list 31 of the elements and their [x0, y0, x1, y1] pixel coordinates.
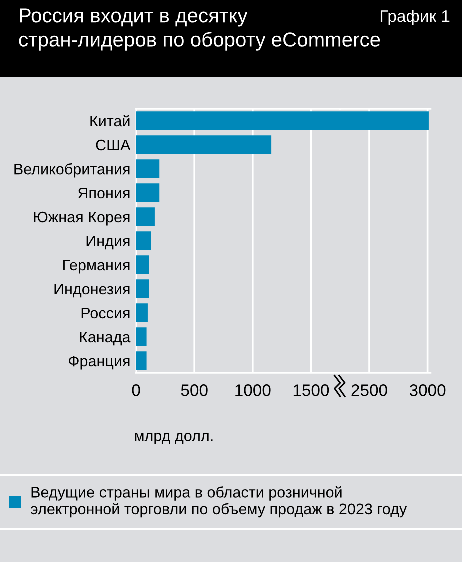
bar — [136, 160, 160, 178]
bar — [136, 352, 147, 370]
y-tick-label: США — [96, 140, 131, 151]
bar — [136, 256, 150, 274]
y-tick-label: Индия — [86, 236, 130, 250]
x-tick-label: 0 — [132, 384, 140, 396]
x-tick-label: 1000 — [236, 384, 271, 396]
text: График 1 — [380, 10, 450, 26]
y-tick-label: Индонезия — [54, 284, 130, 298]
y-tick-label: Франция — [69, 356, 130, 370]
y-tick-label: Германия — [64, 260, 130, 274]
chart-title: Россия входит в десятку стран-лидеров по обороту eCommerce — [19, 8, 380, 51]
y-tick-label: Россия — [82, 308, 130, 319]
x-tick-label: 500 — [181, 384, 208, 396]
y-tick-label: Китай — [90, 115, 130, 127]
bar — [136, 280, 150, 298]
x-tick-label: 3000 — [410, 384, 446, 396]
y-tick-label: Великобритания — [14, 163, 130, 178]
x-axis-title: млрд долл. — [135, 433, 213, 444]
bar — [136, 304, 148, 322]
bar — [136, 136, 272, 154]
bar — [136, 208, 155, 226]
y-tick-label: Южная Корея — [34, 212, 130, 226]
x-tick-label: 1500 — [294, 384, 330, 396]
y-tick-label: Канада — [80, 332, 131, 346]
legend-label: Ведущие страны мира в области розничной электронной торговли по объему продаж в 2023 году — [30, 486, 408, 518]
bar — [136, 184, 160, 202]
x-tick-label: 2500 — [352, 384, 388, 396]
y-tick-label: Япония — [78, 188, 130, 199]
bar — [136, 328, 147, 346]
bar — [136, 232, 152, 250]
